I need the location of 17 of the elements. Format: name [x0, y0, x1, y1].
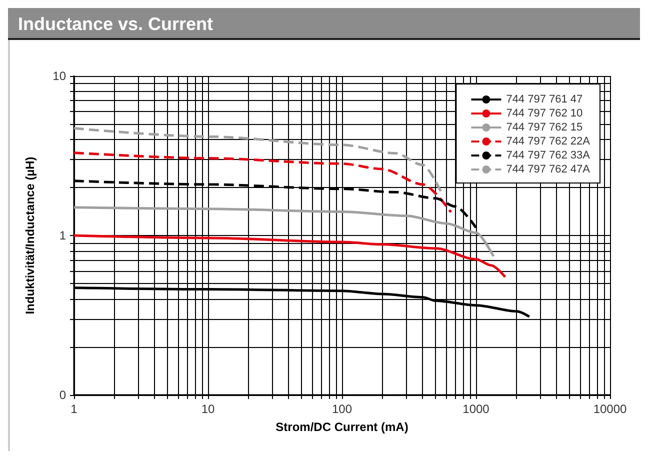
x-axis-title: Strom/DC Current (mA): [276, 420, 408, 434]
y-tick-label: 0: [59, 388, 66, 402]
legend-label: 744 797 762 22A: [506, 136, 591, 148]
x-tick-label: 100: [332, 402, 352, 416]
y-tick-label: 10: [52, 69, 66, 83]
y-tick-label: 1: [59, 228, 66, 242]
x-tick-label: 1000: [462, 402, 490, 416]
legend-label: 744 797 762 47A: [506, 164, 591, 176]
chart-title: Inductance vs. Current: [8, 8, 640, 40]
legend-label: 744 797 762 33A: [506, 150, 591, 162]
x-tick-label: 10000: [593, 402, 628, 416]
legend-label: 744 797 761 47: [506, 94, 583, 106]
x-tick-label: 10: [201, 402, 215, 416]
y-axis-title: Induktivität/Inductance (µH): [23, 156, 37, 314]
legend-label: 744 797 762 15: [506, 122, 583, 134]
x-tick-label: 1: [70, 402, 78, 416]
legend-label: 744 797 762 10: [506, 108, 583, 120]
